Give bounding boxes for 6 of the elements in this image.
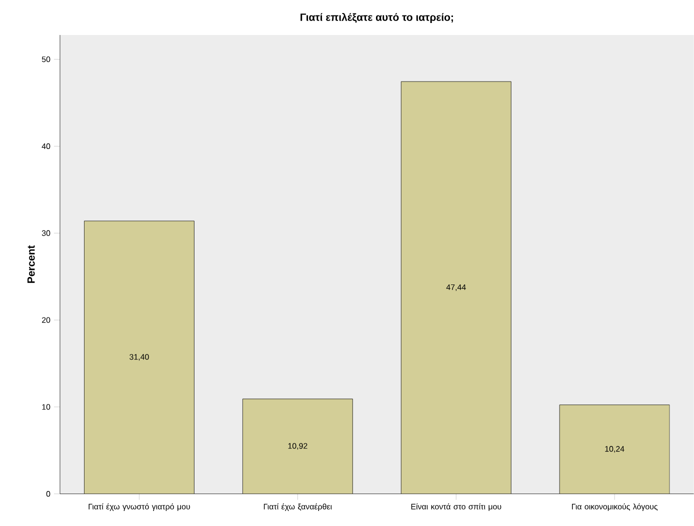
y-axis-title: Percent bbox=[27, 245, 35, 283]
bar bbox=[84, 220, 194, 494]
bar bbox=[400, 81, 512, 494]
chart-title: Γιατί επιλέξατε αυτό το ιατρείο; bbox=[300, 13, 453, 24]
bar bbox=[559, 404, 670, 494]
bar bbox=[242, 398, 353, 494]
